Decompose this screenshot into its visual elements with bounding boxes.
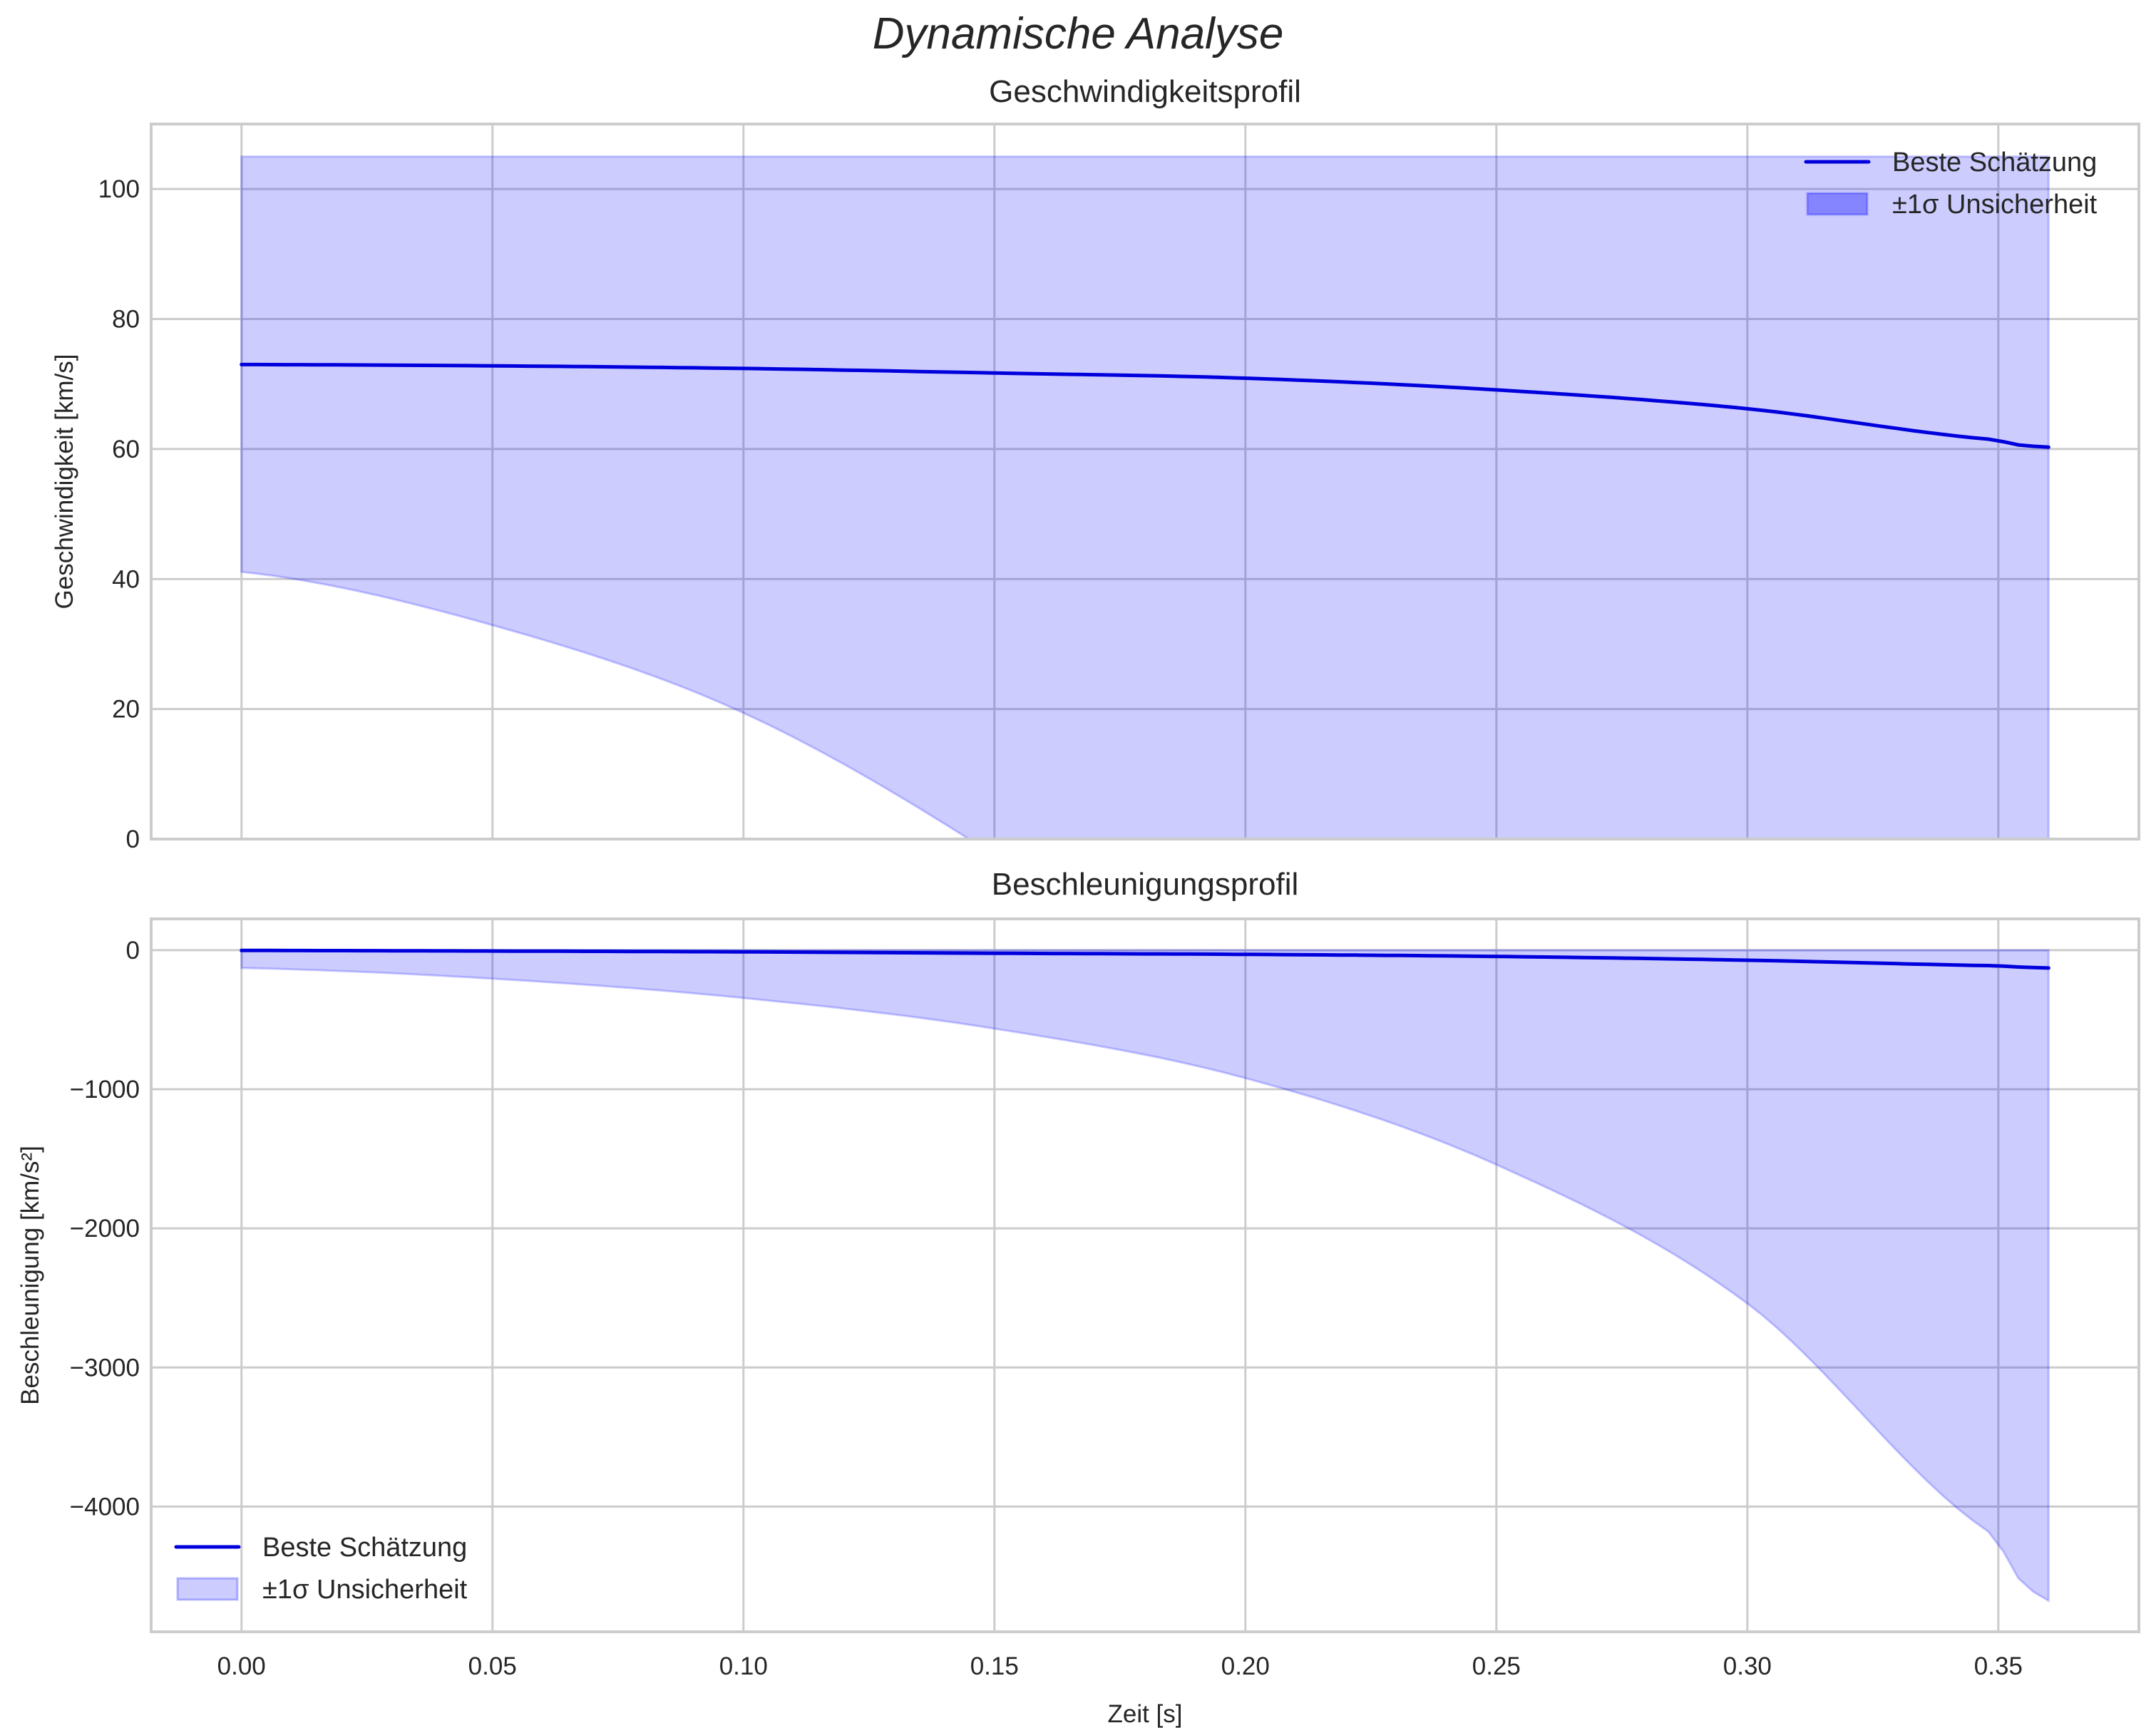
velocity-uncertainty-band [240, 155, 2050, 839]
legend-label-estimate: Beste Schätzung [1892, 148, 2097, 178]
y-axis-label: Geschwindigkeit [km/s] [51, 354, 78, 610]
axes-frame [150, 917, 2140, 1633]
x-tick-label: 0.30 [1723, 1652, 1772, 1680]
velocity-chart-title: Geschwindigkeitsprofil [989, 74, 1301, 109]
x-tick-label: 0.15 [970, 1652, 1019, 1680]
y-tick-label: −3000 [70, 1354, 140, 1382]
acceleration-chart: 0 −1000 −2000 −3000 −4000 0.00 0.05 0.10 0.15 0.2… [16, 917, 2140, 1728]
legend-label-uncertainty: ±1σ Unsicherheit [1892, 190, 2098, 220]
x-tick-label: 0.25 [1472, 1652, 1521, 1680]
x-tick-label: 0.10 [719, 1652, 768, 1680]
y-tick-label: 100 [98, 175, 140, 203]
x-tick-label: 0.20 [1221, 1652, 1270, 1680]
y-tick-label: 40 [112, 565, 140, 593]
x-tick-label: 0.05 [468, 1652, 517, 1680]
figure-title: Dynamische Analyse [872, 9, 1284, 58]
velocity-best-estimate-line [240, 362, 2050, 449]
x-tick-label: 0.00 [217, 1652, 266, 1680]
velocity-legend: Beste Schätzung ±1σ Unsicherheit [1804, 148, 2098, 220]
acceleration-best-estimate-line [240, 948, 2050, 970]
legend-label-estimate: Beste Schätzung [262, 1533, 467, 1563]
x-axis-label: Zeit [s] [1107, 1700, 1182, 1728]
acceleration-uncertainty-band [240, 949, 2050, 1603]
velocity-chart: 0 20 40 60 80 100 Geschwindigkeit [km/s] Beste … [51, 123, 2140, 853]
y-tick-label: −1000 [70, 1076, 140, 1104]
x-tick-label: 0.35 [1974, 1652, 2023, 1680]
y-tick-label: −4000 [70, 1493, 140, 1521]
y-tick-label: 60 [112, 436, 140, 463]
y-tick-label: 0 [126, 937, 140, 965]
acceleration-legend: Beste Schätzung ±1σ Unsicherheit [174, 1533, 468, 1605]
legend-band-icon [176, 1577, 239, 1601]
legend-label-uncertainty: ±1σ Unsicherheit [262, 1575, 468, 1605]
y-axis-label: Beschleunigung [km/s²] [16, 1146, 44, 1405]
y-tick-label: 20 [112, 696, 140, 724]
legend-band-icon [1806, 192, 1869, 216]
y-tick-label: 80 [112, 306, 140, 334]
axes-frame [150, 123, 2140, 840]
y-tick-label: −2000 [70, 1215, 140, 1243]
y-tick-label: 0 [126, 826, 140, 853]
acceleration-chart-title: Beschleunigungsprofil [991, 867, 1299, 902]
